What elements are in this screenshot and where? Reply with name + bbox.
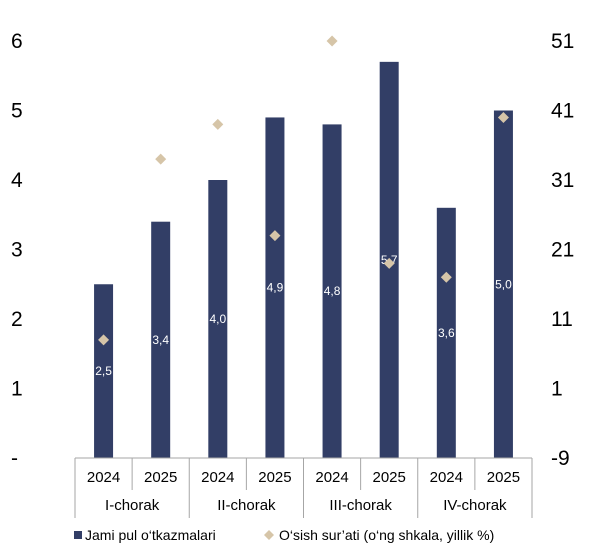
x-year-label: 2024 bbox=[87, 469, 120, 486]
x-year-label: 2025 bbox=[487, 469, 520, 486]
x-year-label: 2024 bbox=[201, 469, 234, 486]
legend-bar-swatch bbox=[74, 531, 82, 539]
left-tick-label: 2 bbox=[11, 308, 23, 331]
growth-marker bbox=[212, 118, 224, 130]
bar-value-label: 4,0 bbox=[209, 312, 226, 326]
x-quarter-label: I-chorak bbox=[105, 497, 160, 514]
left-tick-label: 3 bbox=[11, 239, 23, 262]
right-tick-label: 1 bbox=[551, 378, 563, 401]
bar-value-label: 5,0 bbox=[495, 277, 512, 291]
bar bbox=[151, 221, 171, 458]
bar bbox=[208, 180, 228, 458]
x-year-label: 2024 bbox=[315, 469, 348, 486]
legend-bar-label: Jami pul o‘tkazmalari bbox=[85, 527, 216, 543]
left-tick-label: 5 bbox=[11, 100, 23, 123]
growth-marker bbox=[155, 153, 167, 165]
left-axis-ticks: - 1 2 3 4 5 6 bbox=[11, 30, 23, 470]
growth-marker bbox=[326, 35, 338, 47]
right-tick-label: 11 bbox=[551, 308, 573, 331]
x-quarter-label: III-chorak bbox=[329, 497, 392, 514]
bar-value-label: 4,8 bbox=[324, 284, 341, 298]
growth-marker bbox=[98, 334, 110, 346]
growth-marker bbox=[497, 111, 509, 123]
left-tick-label: - bbox=[11, 447, 18, 470]
bar bbox=[94, 284, 114, 458]
bar-value-label: 4,9 bbox=[267, 281, 284, 295]
x-year-label: 2025 bbox=[258, 469, 291, 486]
growth-rate-series bbox=[98, 35, 509, 346]
growth-marker bbox=[269, 230, 281, 242]
legend: Jami pul o‘tkazmalari O‘sish sur’ati (o‘… bbox=[74, 527, 494, 543]
left-tick-label: 4 bbox=[11, 169, 23, 192]
x-year-label: 2025 bbox=[373, 469, 406, 486]
bar-value-label: 2,5 bbox=[95, 364, 112, 378]
growth-marker bbox=[440, 271, 452, 283]
x-axis: 2024 2025 2024 2025 2024 2025 2024 2025 I-chorak… bbox=[74, 457, 533, 518]
bar-value-label: 3,6 bbox=[438, 326, 455, 340]
growth-marker bbox=[383, 257, 395, 269]
bar bbox=[265, 117, 285, 458]
bar-value-label: 3,4 bbox=[152, 333, 169, 347]
right-tick-label: 51 bbox=[551, 30, 574, 53]
legend-diamond-swatch bbox=[264, 530, 274, 540]
x-year-label: 2025 bbox=[144, 469, 177, 486]
bar bbox=[436, 207, 456, 458]
legend-diamond-label: O‘sish sur’ati (o‘ng shkala, yillik %) bbox=[279, 527, 494, 543]
bar bbox=[493, 110, 513, 458]
left-tick-label: 1 bbox=[11, 378, 23, 401]
bar bbox=[322, 124, 342, 459]
right-tick-label: 21 bbox=[551, 239, 574, 262]
x-quarter-label: II-chorak bbox=[217, 497, 276, 514]
right-tick-label: 31 bbox=[551, 169, 574, 192]
right-tick-label: 41 bbox=[551, 100, 574, 123]
right-tick-label: -9 bbox=[551, 447, 570, 470]
x-quarter-label: IV-chorak bbox=[443, 497, 507, 514]
bar-series bbox=[94, 61, 513, 459]
x-year-label: 2024 bbox=[430, 469, 463, 486]
left-tick-label: 6 bbox=[11, 30, 23, 53]
